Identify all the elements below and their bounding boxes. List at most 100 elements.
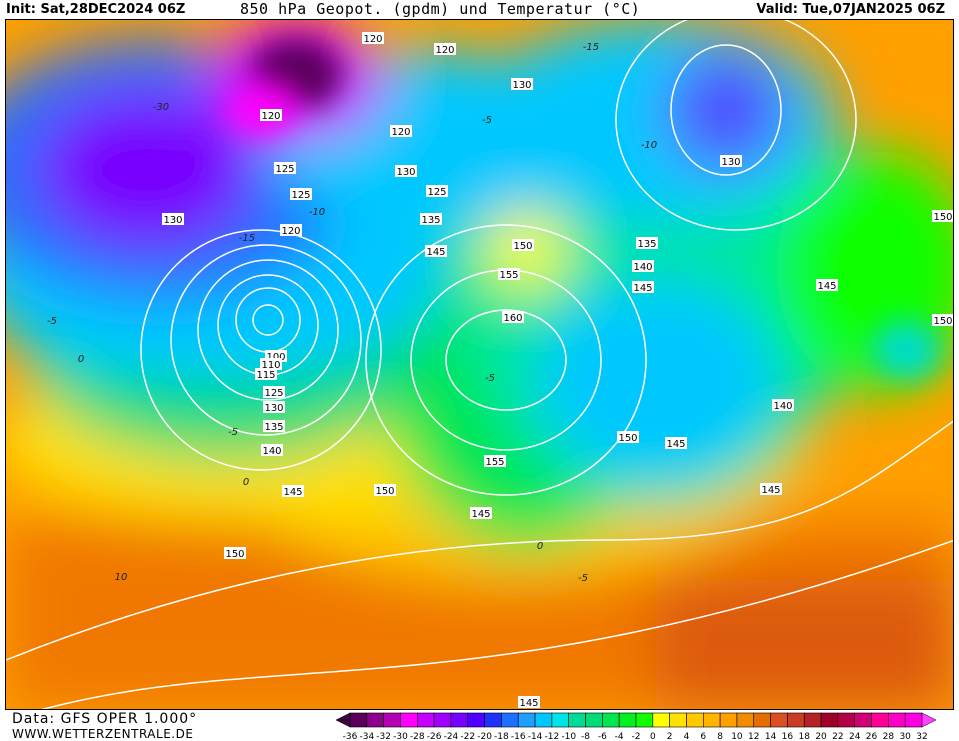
legend-label: 4 bbox=[684, 732, 690, 741]
legend-swatch bbox=[585, 712, 603, 728]
svg-text:120: 120 bbox=[435, 45, 454, 56]
svg-text:150: 150 bbox=[933, 212, 952, 223]
svg-text:150: 150 bbox=[513, 241, 532, 252]
svg-text:125: 125 bbox=[275, 164, 294, 175]
geopotential-label: 145 bbox=[470, 507, 492, 520]
legend-label: 32 bbox=[916, 732, 927, 741]
geopotential-label: 130 bbox=[511, 78, 533, 91]
legend-swatch bbox=[400, 712, 418, 728]
temperature-label: 0 bbox=[537, 541, 543, 552]
valid-time: Valid: Tue,07JAN2025 06Z bbox=[756, 2, 945, 17]
geopotential-label: 145 bbox=[518, 696, 540, 709]
legend-swatch bbox=[753, 712, 771, 728]
legend-swatch bbox=[837, 712, 856, 728]
legend-swatch bbox=[433, 712, 452, 728]
svg-text:150: 150 bbox=[933, 316, 952, 327]
svg-text:145: 145 bbox=[817, 281, 836, 292]
geopotential-label: 150 bbox=[512, 239, 534, 252]
svg-text:130: 130 bbox=[721, 157, 740, 168]
legend-label: 28 bbox=[883, 732, 895, 741]
legend-swatch bbox=[736, 712, 755, 728]
svg-text:140: 140 bbox=[262, 446, 281, 457]
legend-swatch bbox=[702, 712, 721, 728]
legend-swatch bbox=[501, 712, 519, 728]
geopotential-label: 120 bbox=[362, 32, 384, 45]
legend-swatch bbox=[366, 712, 384, 728]
geopotential-label: 150 bbox=[932, 210, 953, 223]
legend-label: -22 bbox=[460, 732, 475, 741]
svg-text:155: 155 bbox=[499, 270, 518, 281]
legend-swatch bbox=[770, 712, 788, 728]
legend-label: -8 bbox=[581, 732, 590, 741]
legend-label: 22 bbox=[832, 732, 843, 741]
legend-swatch bbox=[686, 712, 704, 728]
geopotential-label: 135 bbox=[263, 420, 285, 433]
svg-text:125: 125 bbox=[264, 388, 283, 399]
legend-label: -10 bbox=[561, 732, 576, 741]
temperature-label: -5 bbox=[47, 316, 57, 327]
legend-swatch bbox=[635, 712, 654, 728]
legend-label: -4 bbox=[615, 732, 624, 741]
geopotential-label: 145 bbox=[760, 483, 782, 496]
legend-label: -12 bbox=[545, 732, 560, 741]
map-title: 850 hPa Geopot. (gpdm) und Temperatur (°… bbox=[240, 0, 641, 18]
legend-label: 2 bbox=[667, 732, 673, 741]
svg-text:145: 145 bbox=[426, 247, 445, 258]
legend-label: -16 bbox=[511, 732, 526, 741]
geopotential-label: 120 bbox=[434, 43, 456, 56]
geopotential-label: 110 bbox=[260, 358, 282, 371]
svg-text:145: 145 bbox=[761, 485, 780, 496]
temperature-label: -15 bbox=[583, 42, 599, 53]
temperature-label: -10 bbox=[641, 140, 657, 151]
geopotential-label: 145 bbox=[282, 485, 304, 498]
geopotential-label: 150 bbox=[617, 431, 639, 444]
temperature-label: -5 bbox=[485, 373, 495, 384]
legend-label: -6 bbox=[598, 732, 607, 741]
legend-label: 6 bbox=[700, 732, 706, 741]
legend-label: -28 bbox=[410, 732, 425, 741]
legend-swatch bbox=[551, 712, 570, 728]
legend-label: -36 bbox=[343, 732, 358, 741]
init-time: Init: Sat,28DEC2024 06Z bbox=[6, 2, 186, 17]
svg-text:150: 150 bbox=[618, 433, 637, 444]
geopotential-label: 145 bbox=[665, 437, 687, 450]
geopotential-label: 150 bbox=[932, 314, 953, 327]
website[interactable]: WWW.WETTERZENTRALE.DE bbox=[12, 727, 194, 741]
geopotential-label: 145 bbox=[816, 279, 838, 292]
legend-left-arrow bbox=[335, 712, 351, 728]
svg-text:145: 145 bbox=[519, 698, 538, 709]
geopotential-label: 125 bbox=[426, 185, 448, 198]
legend-label: -32 bbox=[376, 732, 391, 741]
legend-label: -14 bbox=[528, 732, 543, 741]
svg-text:120: 120 bbox=[363, 34, 382, 45]
svg-text:115: 115 bbox=[256, 370, 275, 381]
svg-text:130: 130 bbox=[512, 80, 531, 91]
svg-text:125: 125 bbox=[427, 187, 446, 198]
svg-text:135: 135 bbox=[637, 239, 656, 250]
legend-swatch bbox=[904, 712, 923, 728]
legend-label: 20 bbox=[815, 732, 827, 741]
geopotential-label: 120 bbox=[280, 224, 302, 237]
legend-label: 26 bbox=[866, 732, 878, 741]
svg-text:160: 160 bbox=[503, 313, 522, 324]
temperature-label: 0 bbox=[243, 477, 249, 488]
svg-text:150: 150 bbox=[225, 549, 244, 560]
svg-text:135: 135 bbox=[264, 422, 283, 433]
geopotential-label: 155 bbox=[498, 268, 520, 281]
svg-text:155: 155 bbox=[485, 457, 504, 468]
legend-swatch bbox=[602, 712, 620, 728]
temperature-label: 0 bbox=[78, 354, 84, 365]
svg-text:130: 130 bbox=[264, 403, 283, 414]
temperature-label: -5 bbox=[578, 573, 588, 584]
svg-text:130: 130 bbox=[396, 167, 415, 178]
header: Init: Sat,28DEC2024 06Z 850 hPa Geopot. … bbox=[0, 0, 959, 19]
legend-swatch bbox=[871, 712, 889, 728]
data-source: Data: GFS OPER 1.000° bbox=[12, 711, 198, 727]
temperature-label: 10 bbox=[115, 572, 128, 583]
legend-label: 14 bbox=[765, 732, 777, 741]
legend-label: -26 bbox=[427, 732, 442, 741]
legend-swatch bbox=[534, 712, 553, 728]
svg-text:145: 145 bbox=[633, 283, 652, 294]
legend-swatch bbox=[652, 712, 670, 728]
legend-swatch bbox=[416, 712, 435, 728]
